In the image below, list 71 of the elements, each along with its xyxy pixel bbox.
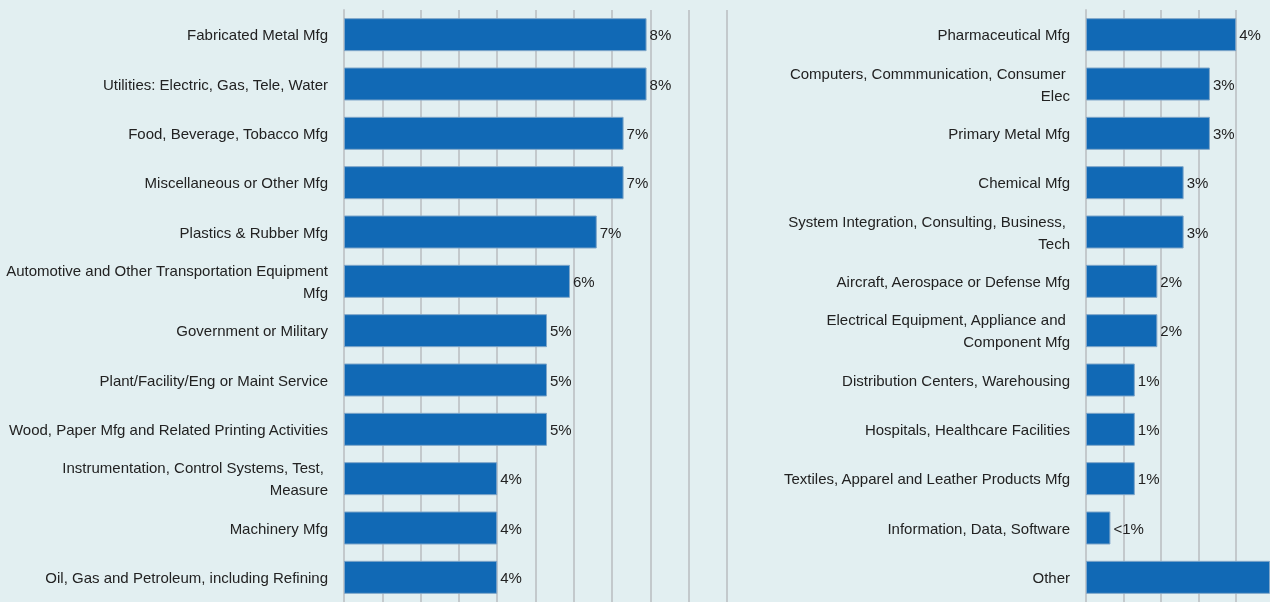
- y-tick-label: Information, Data, Software: [887, 519, 1070, 537]
- bar: [344, 363, 547, 397]
- y-tick-label: Electrical Equipment, Appliance and Component Mfg: [826, 311, 1070, 351]
- bar: [344, 511, 498, 545]
- bar: [1086, 560, 1270, 594]
- bar: [1086, 67, 1210, 101]
- data-label: 1%: [1137, 371, 1160, 389]
- data-label: 7%: [626, 174, 649, 192]
- y-tick-label: System Integration, Consulting, Business, Tech: [788, 212, 1070, 252]
- y-tick-label: Machinery Mfg: [229, 519, 328, 537]
- bar: [344, 166, 624, 200]
- bar: [1086, 412, 1135, 446]
- bar: [344, 18, 647, 52]
- data-label: 4%: [500, 568, 522, 586]
- bar: [1086, 363, 1135, 397]
- bar: [344, 462, 498, 496]
- bar: [1086, 166, 1184, 200]
- bar: [344, 116, 624, 150]
- bar: [344, 560, 498, 594]
- data-label: 3%: [1186, 223, 1209, 241]
- y-tick-label: Computers, Commmunication, Consumer Elec: [789, 64, 1071, 104]
- data-label: 3%: [1212, 75, 1235, 93]
- y-tick-label: Distribution Centers, Warehousing: [842, 371, 1070, 389]
- y-tick-label: Oil, Gas and Petroleum, including Refining: [45, 568, 328, 586]
- bar: [1086, 511, 1111, 545]
- data-label: 8%: [649, 26, 672, 44]
- y-tick-label: Textiles, Apparel and Leather Products Mfg: [784, 470, 1070, 488]
- bar: [344, 67, 647, 101]
- data-label: 1%: [1137, 420, 1160, 438]
- data-label: 6%: [572, 272, 595, 290]
- data-label: 5%: [549, 371, 572, 389]
- y-tick-label: Plant/Facility/Eng or Maint Service: [99, 371, 328, 389]
- y-tick-label: Government or Military: [176, 322, 329, 340]
- data-label: 4%: [500, 519, 522, 537]
- data-label: 1%: [1137, 470, 1160, 488]
- bar: [344, 215, 597, 249]
- bar: [344, 314, 547, 348]
- data-label: 2%: [1160, 272, 1183, 290]
- data-label: 3%: [1212, 124, 1235, 142]
- bar: [1086, 264, 1158, 298]
- data-label: 5%: [549, 420, 572, 438]
- y-tick-label: Instrumentation, Control Systems, Test, Measure: [62, 459, 328, 499]
- y-tick-label: Utilities: Electric, Gas, Tele, Water: [102, 75, 328, 93]
- data-label: 3%: [1186, 174, 1209, 192]
- y-tick-label: Primary Metal Mfg: [948, 124, 1070, 142]
- y-tick-label: Aircraft, Aerospace or Defense Mfg: [836, 272, 1070, 290]
- bar: [344, 264, 570, 298]
- y-tick-label: Food, Beverage, Tobacco Mfg: [128, 124, 328, 142]
- y-tick-label: Plastics & Rubber Mfg: [179, 223, 328, 241]
- y-tick-label: Fabricated Metal Mfg: [187, 26, 328, 44]
- data-label: <1%: [1113, 519, 1144, 537]
- bar: [1086, 314, 1158, 348]
- data-label: 7%: [626, 124, 649, 142]
- bar: [1086, 116, 1210, 150]
- bar: [1086, 462, 1135, 496]
- y-tick-label: Chemical Mfg: [978, 174, 1070, 192]
- bar: [1086, 18, 1237, 52]
- data-label: 4%: [500, 470, 522, 488]
- data-label: 5%: [549, 322, 572, 340]
- y-tick-label: Wood, Paper Mfg and Related Printing Activities: [8, 420, 328, 438]
- y-tick-label: Miscellaneous or Other Mfg: [144, 174, 328, 192]
- data-label: 7%: [599, 223, 622, 241]
- y-tick-label: Other: [1032, 568, 1070, 586]
- y-tick-label: Hospitals, Healthcare Facilities: [864, 420, 1070, 438]
- bar: [1086, 215, 1184, 249]
- y-tick-label: Pharmaceutical Mfg: [937, 26, 1070, 44]
- bar: [344, 412, 547, 446]
- y-tick-label: Automotive and Other Transportation Equipment Mfg: [6, 261, 329, 301]
- data-label: 2%: [1160, 322, 1183, 340]
- data-label: 8%: [649, 75, 672, 93]
- data-label: 4%: [1239, 26, 1261, 44]
